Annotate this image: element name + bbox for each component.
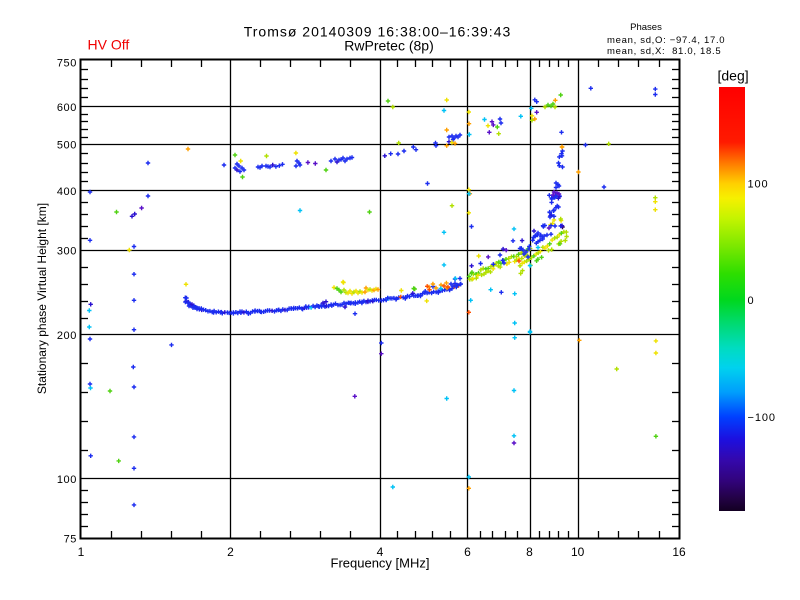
svg-text:0: 0 bbox=[748, 295, 754, 307]
svg-text:2: 2 bbox=[227, 545, 234, 559]
svg-text:300: 300 bbox=[57, 246, 77, 258]
svg-text:HV Off: HV Off bbox=[88, 37, 130, 53]
svg-text:6: 6 bbox=[464, 545, 471, 559]
svg-text:4: 4 bbox=[377, 545, 384, 559]
svg-text:10: 10 bbox=[571, 545, 585, 559]
svg-text:Frequency [MHz]: Frequency [MHz] bbox=[331, 556, 430, 571]
svg-text:Phases: Phases bbox=[630, 22, 662, 33]
svg-text:200: 200 bbox=[57, 330, 77, 342]
svg-text:RwPretec (8p): RwPretec (8p) bbox=[344, 38, 433, 54]
svg-text:750: 750 bbox=[57, 58, 77, 70]
svg-text:600: 600 bbox=[57, 102, 77, 114]
svg-text:Tromsø 20140309 16:38:00–16:39: Tromsø 20140309 16:38:00–16:39:43 bbox=[244, 24, 512, 40]
svg-text:−100: −100 bbox=[748, 412, 776, 424]
svg-text:8: 8 bbox=[526, 545, 533, 559]
svg-text:500: 500 bbox=[57, 140, 77, 152]
svg-text:1: 1 bbox=[78, 545, 85, 559]
svg-text:mean, sd,X: 81.0, 18.5: mean, sd,X: 81.0, 18.5 bbox=[607, 46, 721, 57]
svg-text:16: 16 bbox=[672, 545, 686, 559]
svg-text:75: 75 bbox=[64, 534, 77, 546]
svg-text:400: 400 bbox=[57, 186, 77, 198]
svg-text:[deg]: [deg] bbox=[718, 68, 749, 84]
svg-text:mean, sd,O: −97.4, 17.0: mean, sd,O: −97.4, 17.0 bbox=[607, 35, 725, 46]
svg-text:100: 100 bbox=[748, 179, 769, 191]
svg-text:Stationary phase Virtual Heigh: Stationary phase Virtual Height [km] bbox=[35, 203, 49, 394]
svg-text:100: 100 bbox=[57, 474, 77, 486]
